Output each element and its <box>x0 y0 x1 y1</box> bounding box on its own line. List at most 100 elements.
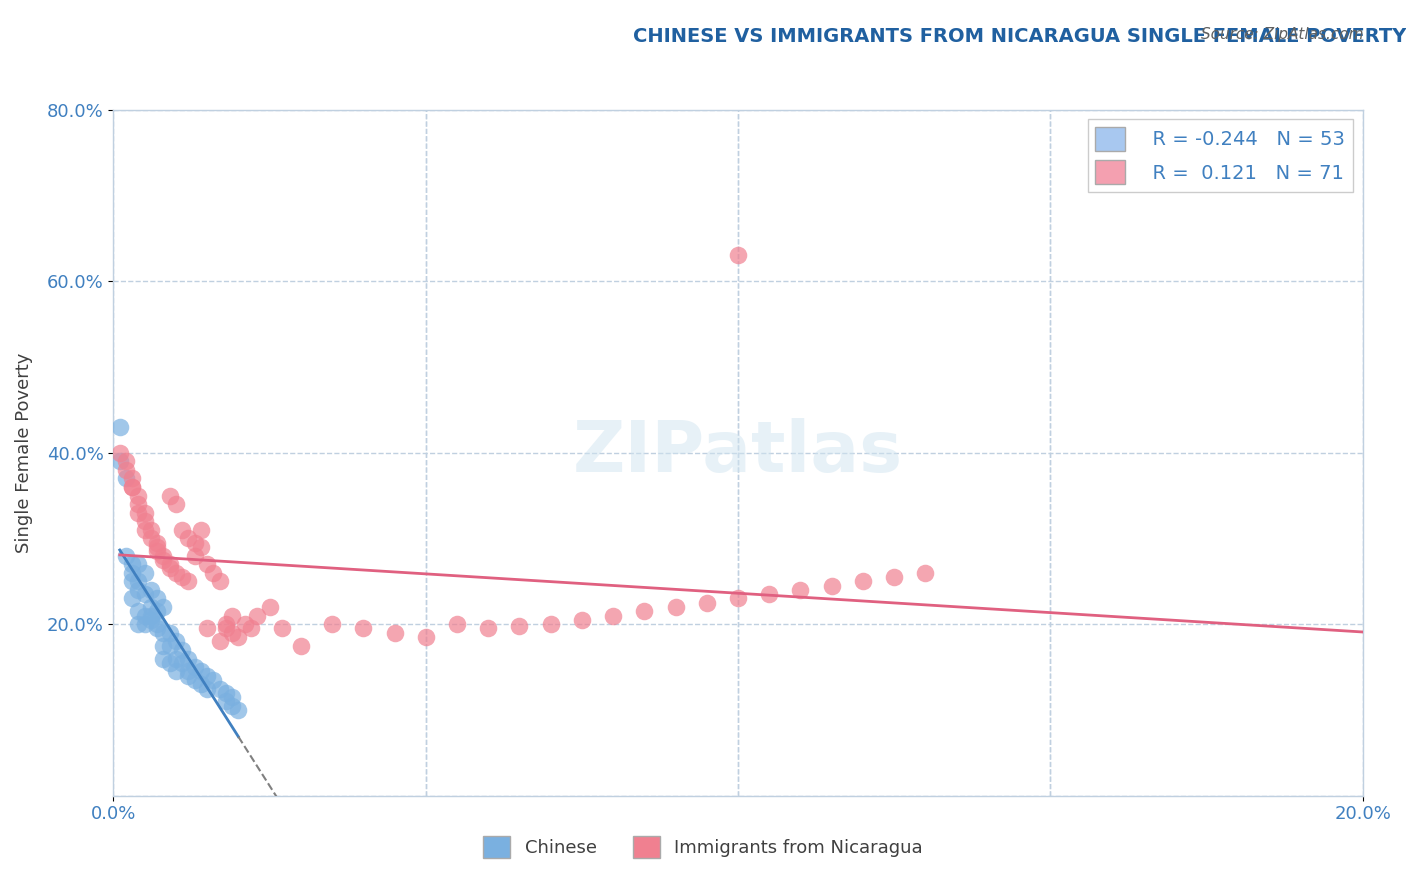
Point <box>758 587 780 601</box>
Point <box>177 574 200 589</box>
Point <box>239 622 262 636</box>
Point <box>121 480 143 494</box>
Point <box>121 471 143 485</box>
Point <box>352 622 374 636</box>
Point <box>190 523 212 537</box>
Point <box>914 566 936 580</box>
Point <box>115 471 138 485</box>
Point <box>215 694 238 708</box>
Point <box>321 617 343 632</box>
Point <box>108 445 131 459</box>
Point <box>159 625 181 640</box>
Point <box>121 574 143 589</box>
Point <box>127 506 149 520</box>
Point <box>290 639 312 653</box>
Point <box>177 668 200 682</box>
Point <box>852 574 875 589</box>
Point <box>195 622 218 636</box>
Point <box>115 454 138 468</box>
Point <box>384 625 406 640</box>
Point <box>571 613 593 627</box>
Point <box>195 681 218 696</box>
Point <box>215 617 238 632</box>
Point <box>127 489 149 503</box>
Point <box>172 570 194 584</box>
Point <box>146 604 169 618</box>
Point <box>789 582 811 597</box>
Point <box>727 591 749 606</box>
Point <box>134 506 156 520</box>
Point <box>177 665 200 679</box>
Point <box>183 535 205 549</box>
Point <box>146 544 169 558</box>
Point <box>121 591 143 606</box>
Point <box>146 540 169 554</box>
Point <box>139 613 162 627</box>
Point <box>233 617 256 632</box>
Point <box>139 523 162 537</box>
Point <box>146 535 169 549</box>
Point <box>228 703 250 717</box>
Point <box>221 690 243 705</box>
Point <box>127 617 149 632</box>
Point <box>146 622 169 636</box>
Point <box>134 617 156 632</box>
Point <box>228 630 250 644</box>
Text: ZIPatlas: ZIPatlas <box>574 418 903 487</box>
Point <box>152 553 174 567</box>
Point <box>139 600 162 615</box>
Point <box>415 630 437 644</box>
Point <box>139 582 162 597</box>
Point <box>172 656 194 670</box>
Point <box>165 566 187 580</box>
Point <box>208 634 231 648</box>
Point <box>159 561 181 575</box>
Point <box>633 604 655 618</box>
Point <box>146 617 169 632</box>
Point <box>134 566 156 580</box>
Point <box>883 570 905 584</box>
Point <box>446 617 468 632</box>
Point <box>215 686 238 700</box>
Point <box>139 608 162 623</box>
Point <box>215 622 238 636</box>
Legend: Chinese, Immigrants from Nicaragua: Chinese, Immigrants from Nicaragua <box>475 829 931 865</box>
Y-axis label: Single Female Poverty: Single Female Poverty <box>15 352 32 553</box>
Point <box>664 600 686 615</box>
Point <box>134 514 156 528</box>
Point <box>208 681 231 696</box>
Point <box>134 587 156 601</box>
Point <box>127 497 149 511</box>
Point <box>159 489 181 503</box>
Point <box>152 651 174 665</box>
Text: Source: ZipAtlas.com: Source: ZipAtlas.com <box>1201 27 1364 42</box>
Point <box>134 608 156 623</box>
Point <box>202 566 225 580</box>
Point <box>183 549 205 563</box>
Point <box>159 656 181 670</box>
Point <box>115 463 138 477</box>
Point <box>177 651 200 665</box>
Point <box>221 698 243 713</box>
Point <box>208 574 231 589</box>
Point <box>602 608 624 623</box>
Point <box>115 549 138 563</box>
Point <box>271 622 294 636</box>
Point <box>127 582 149 597</box>
Point <box>108 420 131 434</box>
Point <box>127 604 149 618</box>
Point <box>190 665 212 679</box>
Point <box>190 540 212 554</box>
Point <box>152 639 174 653</box>
Legend:   R = -0.244   N = 53,   R =  0.121   N = 71: R = -0.244 N = 53, R = 0.121 N = 71 <box>1088 120 1353 192</box>
Point <box>165 634 187 648</box>
Point <box>121 557 143 571</box>
Point <box>121 480 143 494</box>
Point <box>152 549 174 563</box>
Point <box>165 665 187 679</box>
Point <box>259 600 281 615</box>
Point <box>134 523 156 537</box>
Point <box>127 574 149 589</box>
Point <box>221 625 243 640</box>
Point <box>696 596 718 610</box>
